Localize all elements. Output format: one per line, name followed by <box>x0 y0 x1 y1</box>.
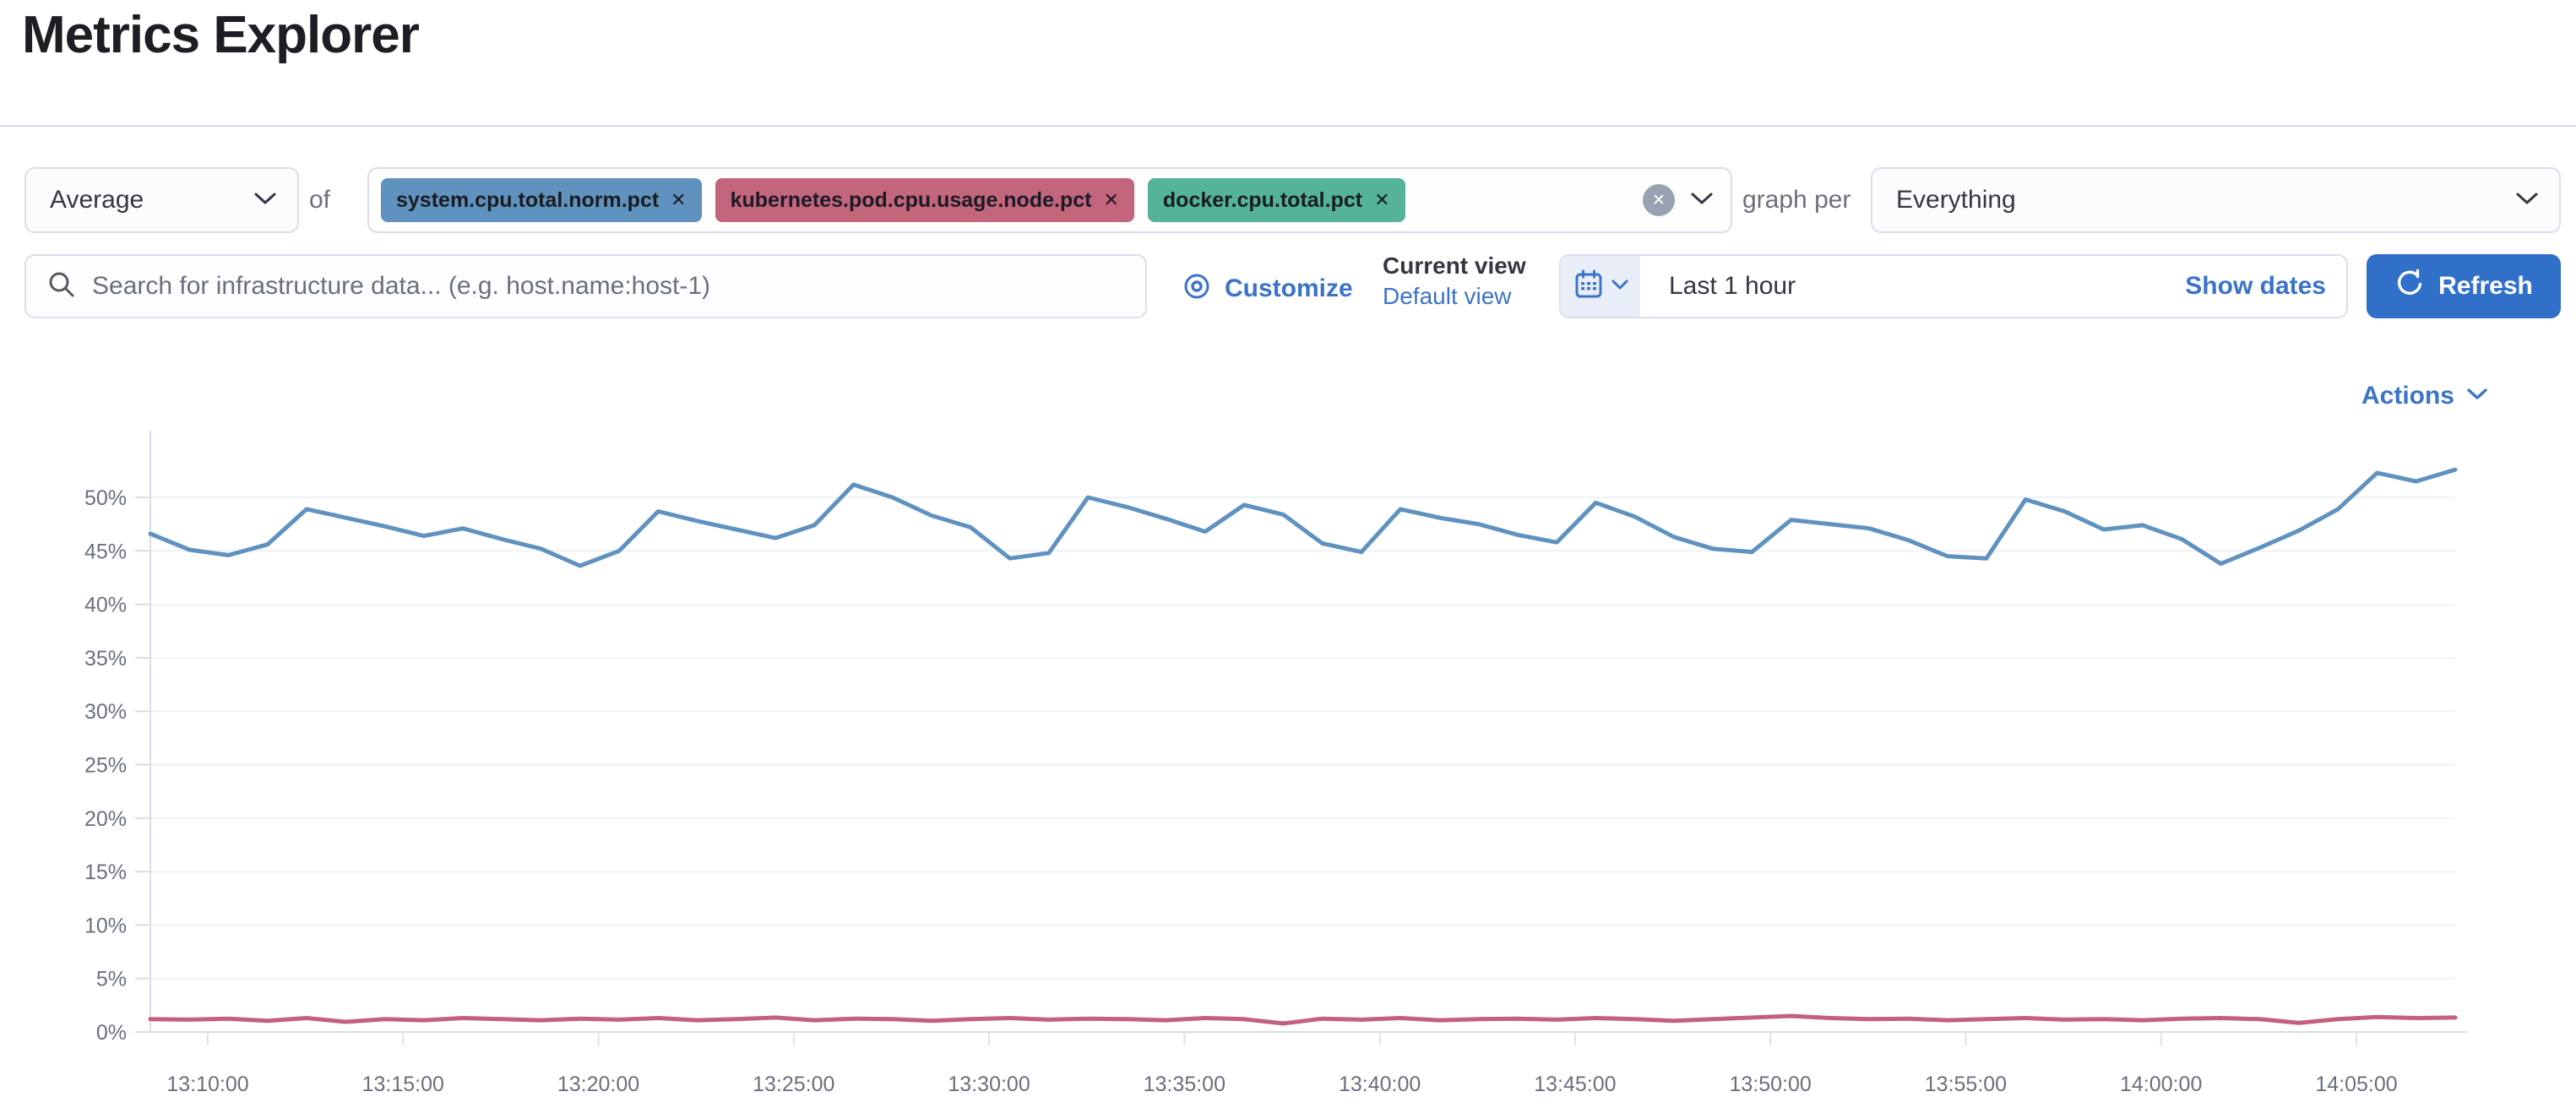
svg-text:14:05:00: 14:05:00 <box>2315 1073 2397 1096</box>
remove-metric-icon[interactable]: ✕ <box>671 189 687 210</box>
svg-text:45%: 45% <box>84 540 127 563</box>
graph-per-select[interactable]: Everything <box>1871 167 2561 233</box>
svg-text:13:50:00: 13:50:00 <box>1729 1073 1811 1096</box>
svg-text:40%: 40% <box>84 594 127 617</box>
chevron-down-icon <box>2515 192 2539 209</box>
aggregation-select[interactable]: Average <box>24 167 299 233</box>
refresh-label: Refresh <box>2438 272 2533 300</box>
metrics-combobox[interactable]: system.cpu.total.norm.pct ✕ kubernetes.pod… <box>367 167 1732 233</box>
metrics-field-controls: ✕ <box>1643 184 1714 216</box>
bullseye-icon <box>1181 270 1213 307</box>
time-range-value-area: Last 1 hour Show dates <box>1640 272 2346 301</box>
search-icon <box>46 269 77 304</box>
metric-pill-list: system.cpu.total.norm.pct ✕ kubernetes.pod… <box>381 178 1419 222</box>
remove-metric-icon[interactable]: ✕ <box>1374 189 1390 210</box>
search-placeholder: Search for infrastructure data... (e.g. … <box>92 272 711 300</box>
svg-text:14:00:00: 14:00:00 <box>2120 1073 2202 1096</box>
metric-pill[interactable]: docker.cpu.total.pct ✕ <box>1147 178 1405 222</box>
svg-text:13:30:00: 13:30:00 <box>948 1073 1030 1096</box>
svg-text:13:55:00: 13:55:00 <box>1925 1073 2007 1096</box>
svg-text:50%: 50% <box>84 486 127 510</box>
time-range-value[interactable]: Last 1 hour <box>1669 272 1796 300</box>
aggregation-value: Average <box>50 186 144 214</box>
chevron-down-icon[interactable] <box>1690 192 1714 209</box>
svg-text:13:20:00: 13:20:00 <box>557 1073 639 1096</box>
svg-text:13:15:00: 13:15:00 <box>362 1073 444 1096</box>
metric-pill[interactable]: system.cpu.total.norm.pct ✕ <box>381 178 702 222</box>
refresh-button[interactable]: Refresh <box>2367 254 2561 318</box>
current-view-label: Current view <box>1383 253 1526 279</box>
actions-label: Actions <box>2361 382 2454 410</box>
remove-metric-icon[interactable]: ✕ <box>1103 189 1119 210</box>
svg-text:13:25:00: 13:25:00 <box>753 1073 834 1096</box>
customize-label: Customize <box>1225 274 1353 302</box>
metric-pill-label: docker.cpu.total.pct <box>1162 187 1363 212</box>
actions-menu-button[interactable]: Actions <box>2361 382 2488 410</box>
metric-pill-label: system.cpu.total.norm.pct <box>396 187 660 212</box>
quick-select-menu-button[interactable] <box>1561 256 1640 317</box>
show-dates-link[interactable]: Show dates <box>2185 272 2326 300</box>
svg-text:15%: 15% <box>84 861 127 884</box>
customize-button[interactable]: Customize <box>1181 270 1353 307</box>
default-view-link[interactable]: Default view <box>1383 283 1512 309</box>
svg-text:10%: 10% <box>84 914 127 937</box>
metrics-chart[interactable]: 0% 5% 10% 15% 20% 25% 30% 35% 40% 45% 50% 13:10:00 1… <box>0 397 2576 1108</box>
refresh-icon <box>2394 268 2425 305</box>
metric-pill-label: kubernetes.pod.cpu.usage.node.pct <box>730 187 1092 212</box>
metric-pill[interactable]: kubernetes.pod.cpu.usage.node.pct ✕ <box>715 178 1134 222</box>
svg-text:35%: 35% <box>84 647 127 671</box>
line-chart: 0% 5% 10% 15% 20% 25% 30% 35% 40% 45% 50% 13:10:00 1… <box>84 431 2467 1096</box>
svg-text:20%: 20% <box>84 807 127 831</box>
svg-text:13:10:00: 13:10:00 <box>166 1073 248 1096</box>
time-range-picker[interactable]: Last 1 hour Show dates <box>1559 254 2348 318</box>
svg-text:13:35:00: 13:35:00 <box>1144 1073 1226 1096</box>
graph-per-value: Everything <box>1896 186 2016 214</box>
of-label: of <box>309 186 331 214</box>
chevron-down-icon <box>1611 279 1628 294</box>
search-input[interactable]: Search for infrastructure data... (e.g. … <box>24 254 1147 318</box>
view-switcher: Current view Default view <box>1383 253 1526 310</box>
page-title: Metrics Explorer <box>22 6 420 64</box>
svg-text:25%: 25% <box>84 754 127 778</box>
clear-all-metrics-button[interactable]: ✕ <box>1643 184 1675 216</box>
chevron-down-icon <box>2466 388 2488 405</box>
svg-text:13:45:00: 13:45:00 <box>1534 1073 1616 1096</box>
svg-text:5%: 5% <box>96 968 127 991</box>
svg-text:30%: 30% <box>84 700 127 724</box>
chevron-down-icon <box>253 192 277 209</box>
graph-per-label: graph per <box>1742 186 1851 214</box>
svg-text:13:40:00: 13:40:00 <box>1339 1073 1421 1096</box>
svg-text:0%: 0% <box>96 1021 127 1045</box>
calendar-icon <box>1573 269 1605 305</box>
header-divider <box>0 125 2576 127</box>
